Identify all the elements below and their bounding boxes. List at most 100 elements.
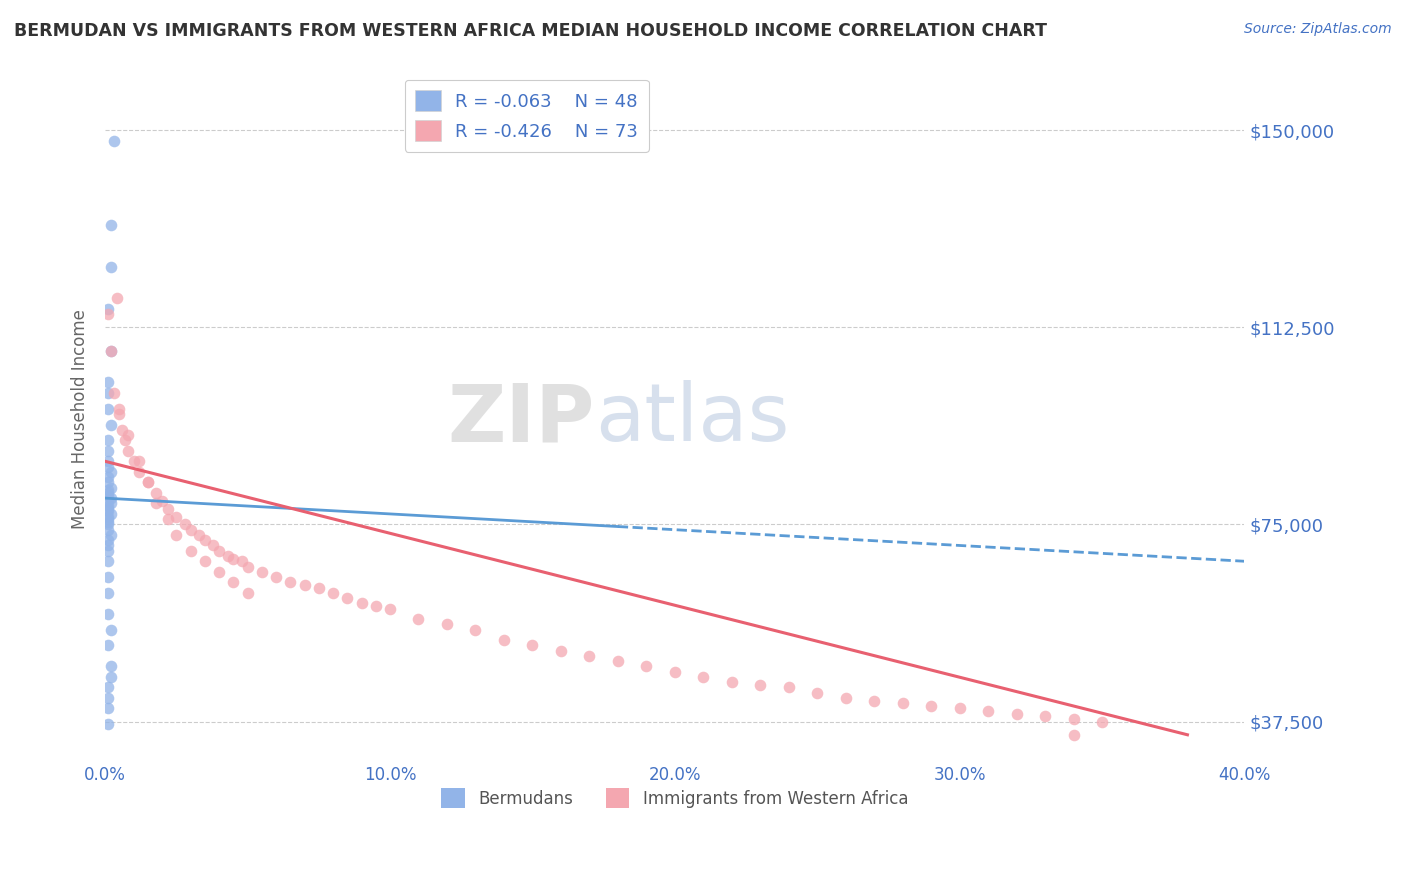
Point [136, 475, 159, 490]
Text: BERMUDAN VS IMMIGRANTS FROM WESTERN AFRICA MEDIAN HOUSEHOLD INCOME CORRELATION C: BERMUDAN VS IMMIGRANTS FROM WESTERN AFRI… [14, 22, 1047, 40]
Point [778, 681, 800, 695]
Point [97, 376, 120, 390]
Point [188, 528, 211, 542]
Point [100, 343, 122, 358]
Point [108, 401, 131, 416]
Point [100, 659, 122, 673]
Point [165, 509, 187, 524]
Point [174, 517, 197, 532]
Point [97, 493, 120, 508]
Text: Source: ZipAtlas.com: Source: ZipAtlas.com [1244, 22, 1392, 37]
Point [97, 470, 120, 484]
Point [97, 401, 120, 416]
Point [1005, 706, 1028, 721]
Point [208, 543, 231, 558]
Text: ZIP: ZIP [449, 380, 595, 458]
Point [128, 465, 150, 479]
Point [1033, 709, 1056, 723]
Point [108, 407, 131, 421]
Point [97, 307, 120, 321]
Point [145, 486, 167, 500]
Point [100, 218, 122, 232]
Point [217, 549, 239, 563]
Point [180, 523, 202, 537]
Point [100, 507, 122, 521]
Point [156, 512, 179, 526]
Point [720, 675, 742, 690]
Point [117, 443, 139, 458]
Text: atlas: atlas [595, 380, 789, 458]
Point [1063, 712, 1085, 726]
Point [294, 578, 316, 592]
Point [97, 681, 120, 695]
Point [145, 496, 167, 510]
Point [97, 515, 120, 529]
Point [550, 643, 572, 657]
Point [664, 665, 686, 679]
Point [236, 586, 259, 600]
Point [100, 417, 122, 432]
Point [97, 475, 120, 490]
Point [100, 260, 122, 274]
Point [1063, 728, 1085, 742]
Point [863, 693, 886, 707]
Point [408, 612, 430, 626]
Point [920, 698, 942, 713]
Point [97, 517, 120, 532]
Point [97, 386, 120, 401]
Point [806, 686, 828, 700]
Point [97, 539, 120, 553]
Point [103, 134, 125, 148]
Point [122, 454, 145, 468]
Point [350, 596, 373, 610]
Point [464, 623, 486, 637]
Point [977, 704, 1000, 718]
Point [97, 586, 120, 600]
Point [103, 386, 125, 401]
Point [111, 423, 134, 437]
Point [156, 501, 179, 516]
Point [264, 570, 287, 584]
Point [522, 639, 544, 653]
Point [100, 491, 122, 505]
Point [100, 670, 122, 684]
Point [114, 434, 136, 448]
Point [97, 509, 120, 524]
Point [100, 481, 122, 495]
Point [100, 528, 122, 542]
Point [97, 512, 120, 526]
Point [834, 690, 856, 705]
Point [606, 654, 628, 668]
Point [97, 443, 120, 458]
Point [236, 559, 259, 574]
Point [97, 607, 120, 621]
Point [492, 633, 515, 648]
Point [749, 678, 772, 692]
Point [578, 648, 600, 663]
Point [97, 717, 120, 731]
Point [128, 454, 150, 468]
Point [222, 575, 245, 590]
Point [231, 554, 253, 568]
Point [97, 533, 120, 548]
Point [250, 565, 273, 579]
Point [278, 575, 301, 590]
Point [97, 434, 120, 448]
Point [202, 539, 225, 553]
Point [97, 690, 120, 705]
Point [336, 591, 359, 605]
Point [97, 554, 120, 568]
Point [97, 459, 120, 474]
Point [97, 499, 120, 513]
Point [97, 701, 120, 715]
Point [308, 581, 330, 595]
Point [97, 504, 120, 518]
Point [194, 554, 217, 568]
Point [97, 501, 120, 516]
Point [891, 696, 914, 710]
Point [222, 551, 245, 566]
Point [97, 301, 120, 316]
Point [100, 623, 122, 637]
Point [165, 528, 187, 542]
Point [97, 523, 120, 537]
